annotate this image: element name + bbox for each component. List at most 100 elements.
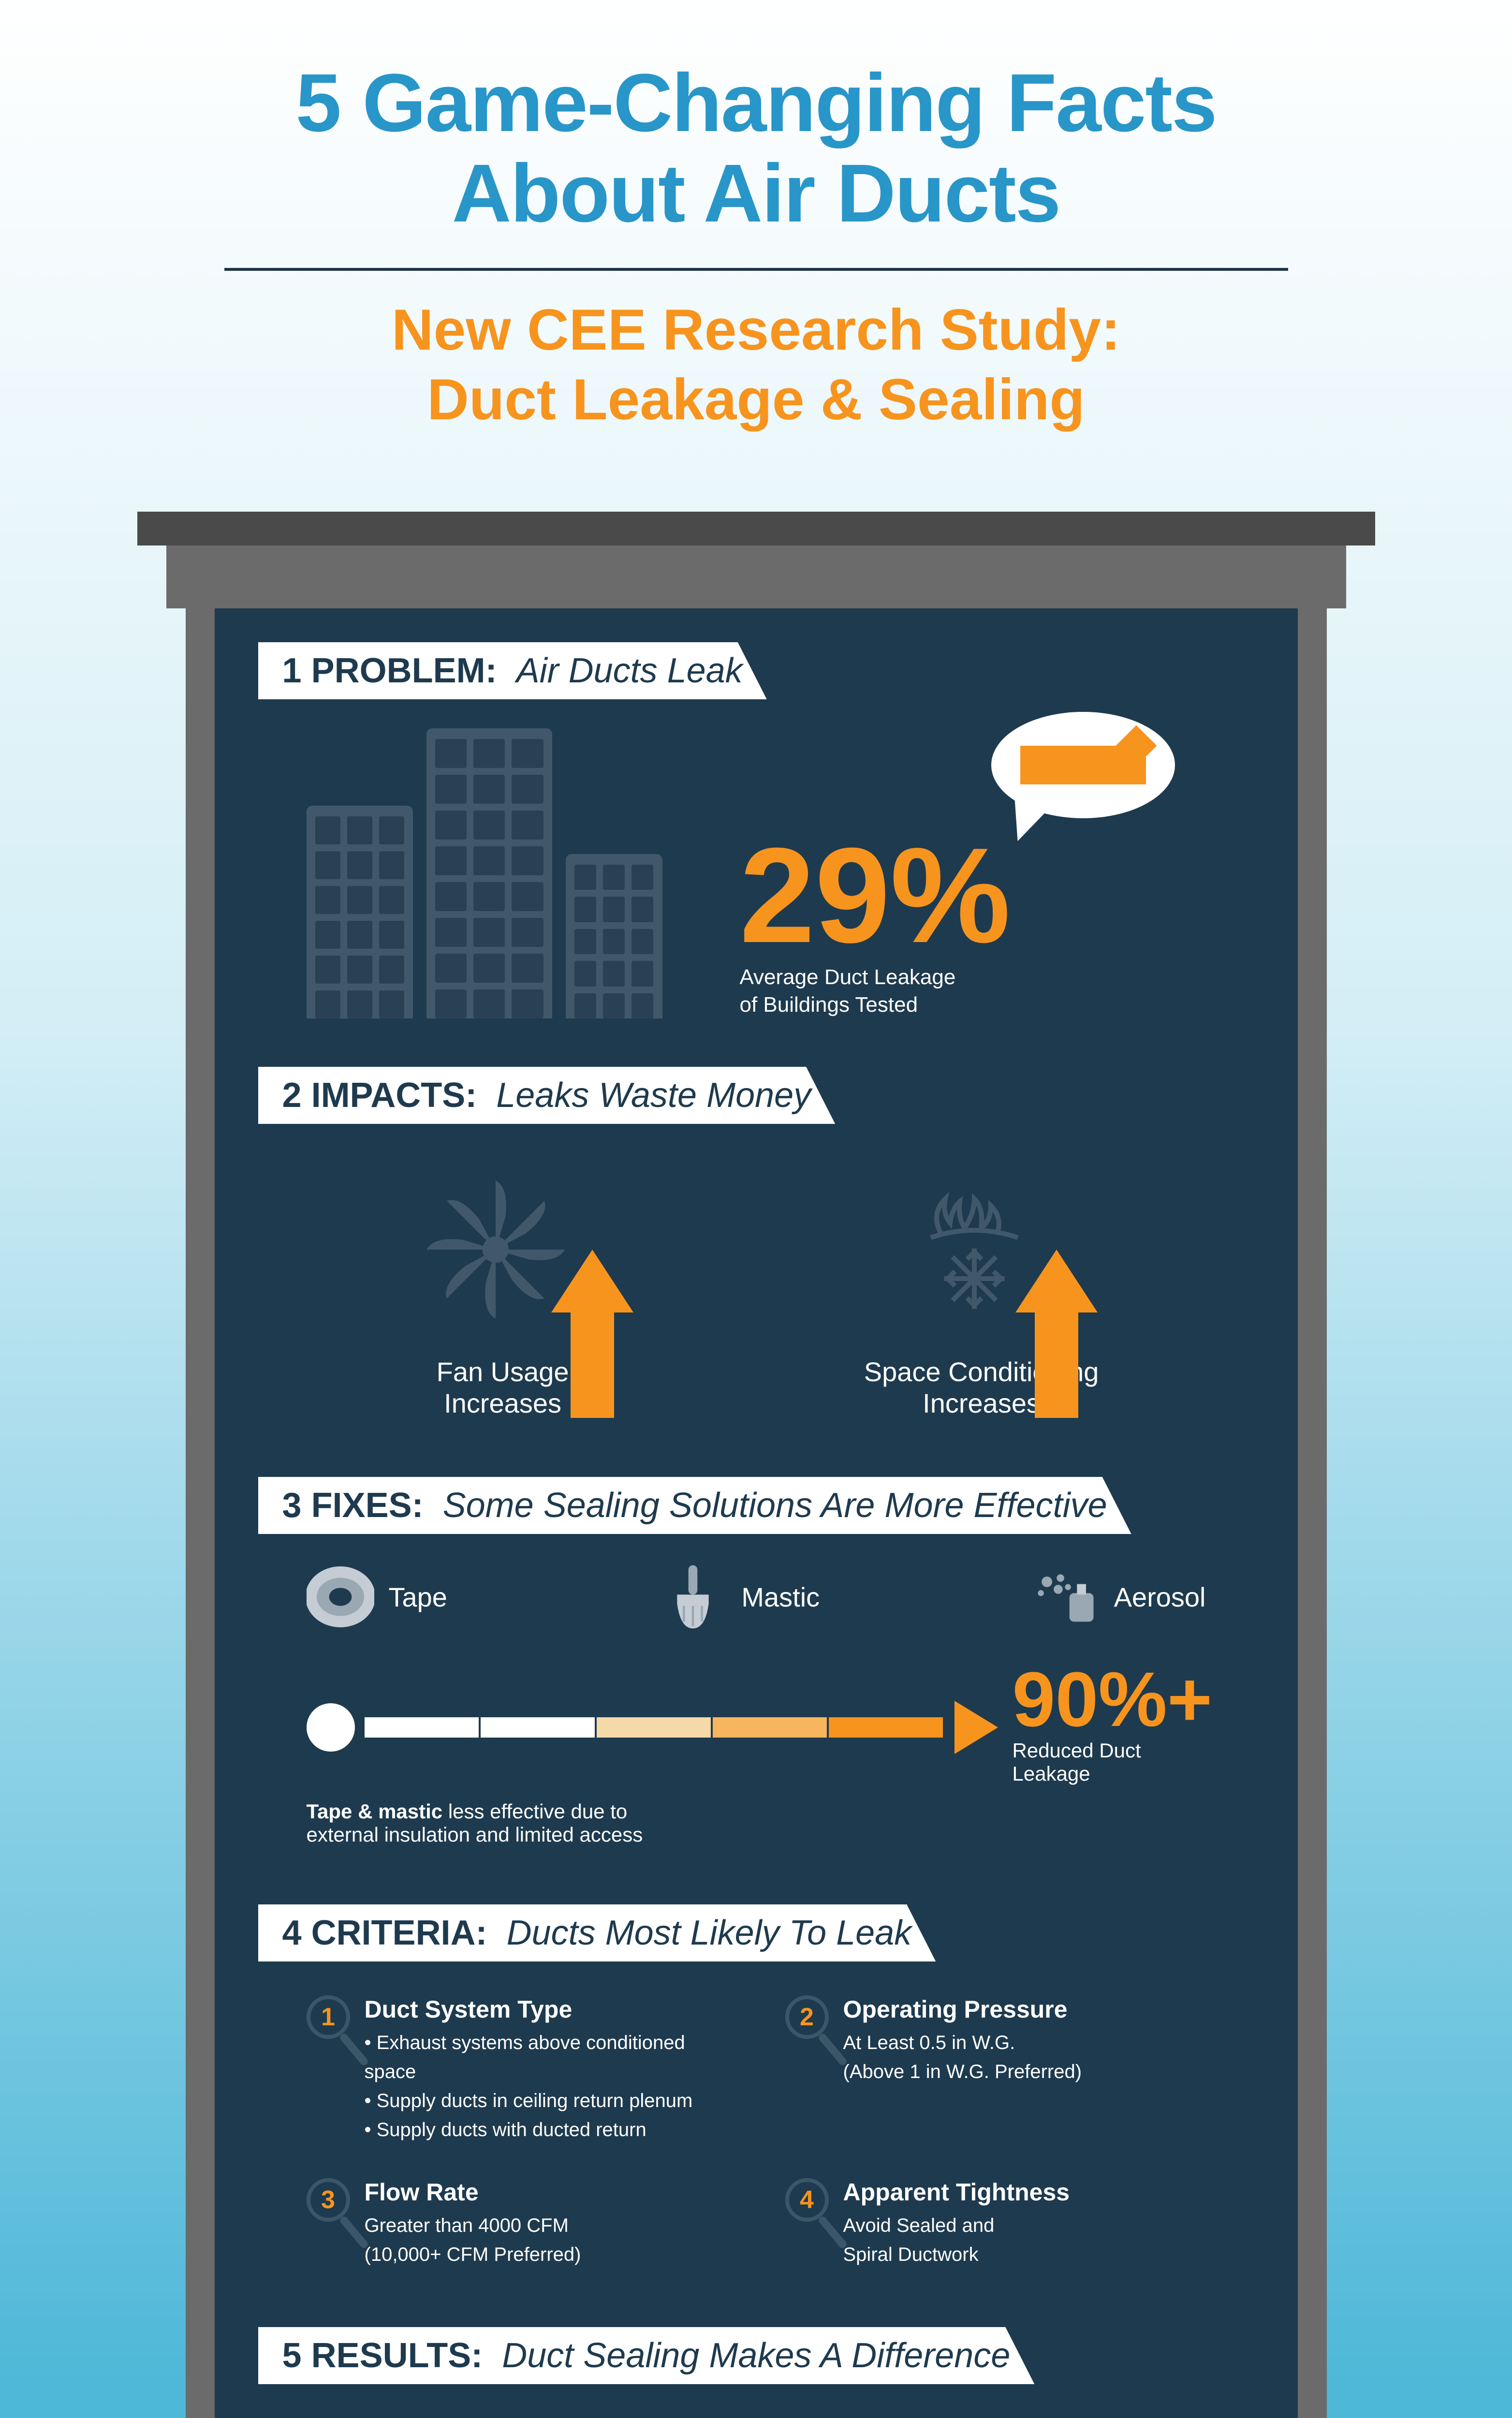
section-desc: Leaks Waste Money [496,1076,811,1115]
section-problem: 1 PROBLEM: Air Ducts Leak [215,642,1298,1028]
seg [597,1717,713,1738]
pct90-caption: Reduced Duct Leakage [1013,1739,1213,1785]
fix-aerosol: Aerosol [1032,1563,1206,1631]
section-header-1: 1 PROBLEM: Air Ducts Leak [258,642,767,699]
subtitle-line2: Duct Leakage & Sealing [427,367,1085,432]
impact-space: Space Conditioning Increases [864,1163,1099,1419]
magnifier-number-icon: 4 [785,2178,829,2222]
bar-segments [365,1717,945,1738]
impact-fan-label: Fan Usage Increases [413,1356,592,1419]
savings-amount: $4000/YR [843,2413,1158,2418]
s5-body: $4000/YR Average Savings 5.3 YEARS Media… [258,2384,1254,2418]
s2-body: Fan Usage Increases [258,1124,1254,1438]
building-cap-inner [166,546,1346,608]
building-frame: 1 PROBLEM: Air Ducts Leak [186,512,1327,2418]
title-rule [224,268,1288,271]
section-fixes: 3 FIXES: Some Sealing Solutions Are More… [215,1477,1298,1866]
building-cap-top [137,512,1375,546]
title-block: 5 Game-Changing Facts About Air Ducts Ne… [0,39,1512,463]
criteria-title: Flow Rate [365,2178,581,2206]
seg [713,1717,829,1738]
snowflake-icon [938,1242,1011,1315]
section-impacts: 2 IMPACTS: Leaks Waste Money [215,1067,1298,1438]
section-header-2: 2 IMPACTS: Leaks Waste Money [258,1067,836,1124]
impact-fan: Fan Usage Increases [413,1163,592,1419]
section-header-5: 5 RESULTS: Duct Sealing Makes A Differen… [258,2327,1035,2384]
subtitle-line1: New CEE Research Study: [392,297,1120,362]
section-num: 3 [282,1486,302,1525]
pct90-block: 90%+ Reduced Duct Leakage [998,1655,1213,1785]
section-desc: Ducts Most Likely To Leak [507,1914,912,1952]
section-num: 2 [282,1076,302,1115]
big-pct-value: 29% [740,828,1011,963]
title-line1: 5 Game-Changing Facts [296,57,1217,149]
title-line2: About Air Ducts [452,147,1060,239]
speech-bubble [991,712,1175,818]
criteria-item: 2 Operating Pressure At Least 0.5 in W.G.(… [785,1995,1206,2144]
pct90-value: 90%+ [1013,1655,1213,1744]
infographic-container: 5 Game-Changing Facts About Air Ducts Ne… [0,39,1512,2418]
criteria-lines: Greater than 4000 CFM(10,000+ CFM Prefer… [365,2211,581,2269]
buildings-illustration [307,728,662,1018]
seg [481,1717,597,1738]
section-word: RESULTS: [311,2336,483,2375]
building-panel: 1 PROBLEM: Air Ducts Leak [215,608,1298,2418]
criteria-lines: Avoid Sealed andSpiral Ductwork [843,2211,1070,2269]
bldg-small-1 [307,806,413,1018]
brush-icon [659,1563,727,1631]
subtitle: New CEE Research Study: Duct Leakage & S… [145,295,1367,434]
stat-caption: Average Duct Leakage of Buildings Tested [740,963,1011,1018]
section-num: 4 [282,1914,302,1952]
criteria-lines: At Least 0.5 in W.G.(Above 1 in W.G. Pre… [843,2028,1082,2086]
criteria-title: Operating Pressure [843,1995,1082,2023]
criteria-title: Duct System Type [365,1995,727,2023]
section-header-4: 4 CRITERIA: Ducts Most Likely To Leak [258,1904,936,1961]
section-num: 1 [282,651,302,690]
bar-arrow-icon [954,1701,998,1754]
criteria-title: Apparent Tightness [843,2178,1070,2206]
section-word: IMPACTS: [311,1076,477,1115]
bldg-tall [426,728,552,1018]
section-desc: Duct Sealing Makes A Difference [502,2336,1010,2375]
seg [365,1717,481,1738]
section-word: FIXES: [311,1486,424,1525]
magnifier-number-icon: 3 [307,2178,350,2222]
seg [829,1717,945,1738]
magnifier-number-icon: 1 [307,1995,350,2039]
s5-stats: $4000/YR Average Savings 5.3 YEARS Media… [843,2413,1158,2418]
tape-icon [307,1563,374,1631]
s3-body: Tape Mastic [258,1534,1254,1866]
fix-label: Tape [389,1581,447,1613]
effectiveness-bar [307,1701,998,1754]
s1-body: 29% Average Duct Leakage of Buildings Te… [258,699,1254,1028]
section-header-3: 3 FIXES: Some Sealing Solutions Are More… [258,1477,1131,1534]
section-word: CRITERIA: [311,1914,487,1952]
effectiveness-bar-row: 90%+ Reduced Duct Leakage [307,1655,1206,1785]
section-results: 5 RESULTS: Duct Sealing Makes A Differen… [215,2327,1298,2418]
fix-tape: Tape [307,1563,447,1631]
criteria-lines: • Exhaust systems above conditioned spac… [365,2028,727,2144]
s4-body: 1 Duct System Type • Exhaust systems above… [258,1961,1254,2288]
section-criteria: 4 CRITERIA: Ducts Most Likely To Leak 1D… [215,1904,1298,2288]
bldg-small-2 [566,854,662,1018]
aerosol-icon [1032,1563,1100,1631]
leaking-duct-icon [1020,746,1146,784]
criteria-item: 4 Apparent Tightness Avoid Sealed andSpira… [785,2178,1206,2269]
bar-start-dot [307,1703,355,1752]
section-desc: Some Sealing Solutions Are More Effectiv… [443,1486,1107,1525]
section-num: 5 [282,2336,302,2375]
fix-label: Mastic [741,1581,820,1613]
impact-space-vis [864,1163,1099,1337]
fix-note: Tape & mastic less effective due to exte… [307,1800,1206,1846]
building-mid: 1 PROBLEM: Air Ducts Leak [186,608,1327,2418]
fix-mastic: Mastic [659,1563,820,1631]
main-title: 5 Game-Changing Facts About Air Ducts [145,58,1367,239]
fix-label: Aerosol [1114,1581,1206,1613]
criteria-item: 3 Flow Rate Greater than 4000 CFM(10,000+ … [307,2178,727,2269]
section-desc: Air Ducts Leak [516,651,743,690]
magnifier-number-icon: 2 [785,1995,829,2039]
fix-row: Tape Mastic [307,1563,1206,1631]
criteria-item: 1 Duct System Type • Exhaust systems above… [307,1995,727,2144]
impact-fan-vis [413,1163,592,1337]
section-word: PROBLEM: [311,651,497,690]
